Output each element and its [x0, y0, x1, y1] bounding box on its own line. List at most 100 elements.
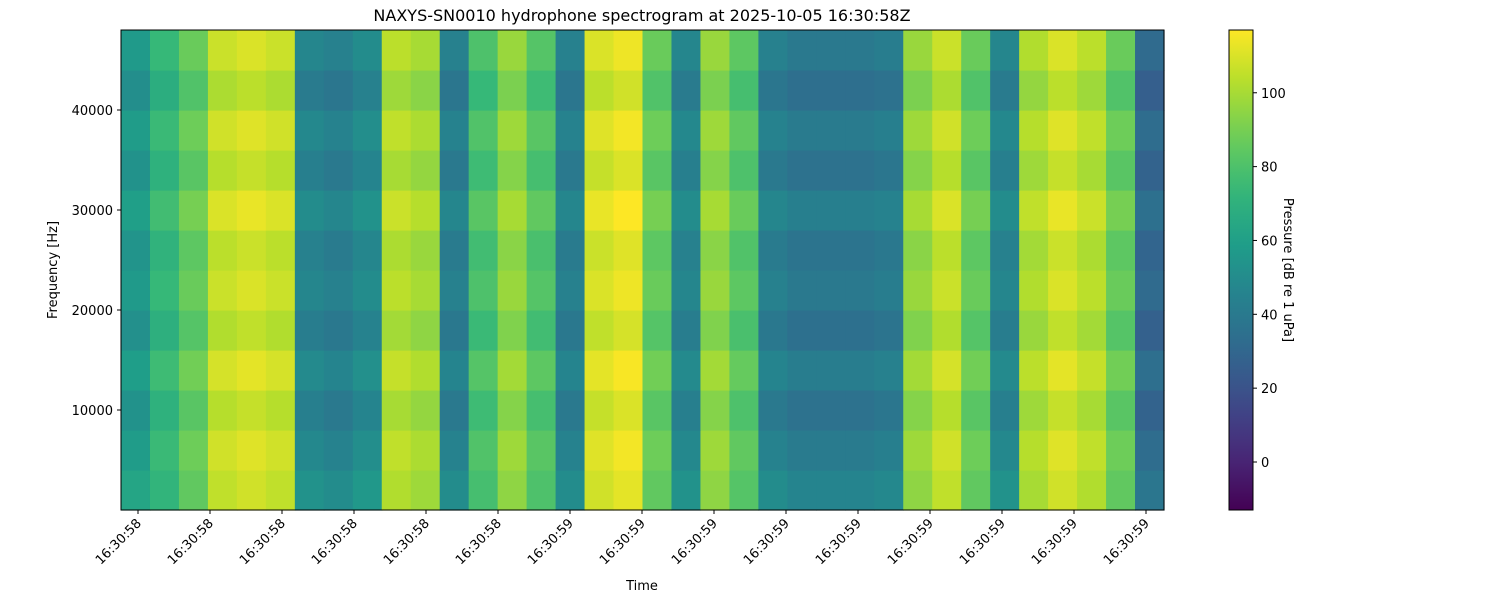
cell — [555, 270, 586, 311]
cell — [555, 30, 586, 71]
colorbar-tick-label: 60 — [1261, 234, 1278, 249]
cell — [497, 110, 528, 151]
cell — [642, 70, 673, 111]
cell — [932, 270, 962, 311]
cell — [874, 430, 904, 471]
cell — [1019, 110, 1049, 151]
cell — [584, 470, 615, 511]
y-tick-label: 10000 — [72, 404, 113, 419]
cell — [207, 310, 238, 351]
cell — [294, 230, 325, 271]
cell — [555, 230, 586, 271]
cell — [613, 350, 644, 391]
cell — [236, 30, 267, 71]
cell — [410, 350, 441, 391]
cell — [265, 70, 296, 111]
cell — [236, 310, 267, 351]
x-tick-label: 16:30:58 — [93, 516, 145, 568]
cell — [352, 470, 383, 511]
cell — [497, 230, 528, 271]
cell — [1106, 350, 1136, 391]
cell — [381, 110, 412, 151]
cell — [555, 390, 586, 431]
cell — [381, 470, 412, 511]
cell — [1106, 470, 1136, 511]
cell — [990, 430, 1020, 471]
cell — [381, 270, 412, 311]
cell — [787, 230, 817, 271]
cell — [700, 70, 731, 111]
cell — [207, 350, 238, 391]
x-tick-label: 16:30:59 — [885, 516, 937, 568]
cell — [961, 350, 991, 391]
cell — [497, 270, 528, 311]
cell — [352, 350, 383, 391]
cell — [381, 430, 412, 471]
cell — [1135, 230, 1165, 271]
cell — [787, 470, 817, 511]
y-axis-label: Frequency [Hz] — [46, 221, 61, 319]
cell — [932, 190, 962, 231]
cell — [758, 350, 788, 391]
cell — [265, 270, 296, 311]
cell — [613, 270, 644, 311]
cell — [207, 230, 238, 271]
cell — [178, 70, 209, 111]
cell — [584, 390, 615, 431]
cell — [1077, 310, 1107, 351]
cell — [207, 150, 238, 191]
cell — [121, 150, 151, 191]
cell — [410, 390, 441, 431]
cell — [671, 430, 702, 471]
cell — [236, 350, 267, 391]
cell — [961, 230, 991, 271]
cell — [352, 150, 383, 191]
cell — [149, 70, 180, 111]
cell — [468, 150, 499, 191]
cell — [961, 390, 991, 431]
cell — [642, 30, 673, 71]
cell — [121, 30, 151, 71]
colorbar-tick-label: 20 — [1261, 382, 1278, 397]
cell — [961, 70, 991, 111]
cell — [352, 430, 383, 471]
cell — [1048, 30, 1078, 71]
x-tick-label: 16:30:59 — [1029, 516, 1081, 568]
cell — [613, 110, 644, 151]
cell — [1077, 270, 1107, 311]
cell — [207, 190, 238, 231]
cell — [729, 470, 759, 511]
colorbar-label: Pressure [dB re 1 uPa] — [1280, 198, 1295, 342]
cell — [932, 470, 962, 511]
cell — [410, 110, 441, 151]
cell — [323, 390, 354, 431]
cell — [642, 150, 673, 191]
cell — [323, 230, 354, 271]
cell — [671, 310, 702, 351]
cell — [671, 270, 702, 311]
cell — [323, 270, 354, 311]
cell — [787, 270, 817, 311]
cell — [845, 190, 875, 231]
cell — [468, 230, 499, 271]
cell — [1019, 30, 1049, 71]
cell — [1019, 270, 1049, 311]
cell — [497, 30, 528, 71]
cell — [1077, 110, 1107, 151]
cell — [845, 470, 875, 511]
cell — [642, 470, 673, 511]
cell — [121, 430, 151, 471]
cell — [207, 470, 238, 511]
cell — [468, 70, 499, 111]
cell — [613, 470, 644, 511]
cell — [961, 30, 991, 71]
cell — [1077, 30, 1107, 71]
cell — [178, 430, 209, 471]
cell — [642, 230, 673, 271]
cell — [555, 70, 586, 111]
cell — [294, 30, 325, 71]
cell — [903, 110, 933, 151]
cell — [903, 390, 933, 431]
cell — [381, 30, 412, 71]
cell — [468, 310, 499, 351]
